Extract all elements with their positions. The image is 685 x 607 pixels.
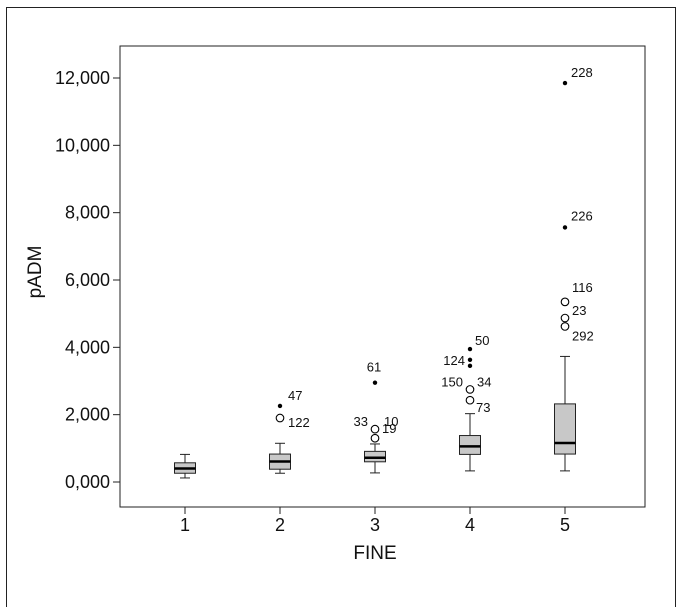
outlier-label: 228 bbox=[571, 65, 593, 80]
x-tick-label: 3 bbox=[370, 515, 380, 535]
extreme-outlier-point bbox=[467, 346, 473, 352]
y-tick-label: 0,000 bbox=[65, 472, 110, 492]
outlier-label: 23 bbox=[572, 303, 586, 318]
extreme-outlier-point bbox=[467, 357, 473, 362]
mild-outlier-point bbox=[275, 413, 285, 423]
outlier-label: 34 bbox=[477, 374, 491, 389]
y-axis: 0,000 2,000 4,000 6,000 8,000 10,000 12,000 bbox=[55, 68, 120, 492]
iqr-box bbox=[554, 403, 576, 455]
mild-outlier-point bbox=[560, 313, 570, 323]
mild-outlier-point bbox=[465, 395, 475, 405]
y-tick-label: 8,000 bbox=[65, 203, 110, 223]
mild-outlier-point bbox=[370, 433, 380, 443]
y-tick-label: 4,000 bbox=[65, 337, 110, 357]
outlier-label: 116 bbox=[572, 280, 593, 295]
box-group-2: 47 122 bbox=[269, 388, 310, 474]
outlier-label: 33 bbox=[354, 414, 368, 429]
outlier-label: 226 bbox=[571, 208, 593, 223]
extreme-outlier-point bbox=[467, 363, 473, 369]
x-axis-title: FINE bbox=[353, 543, 396, 564]
x-tick-label: 2 bbox=[275, 515, 285, 535]
mild-outlier-point bbox=[560, 322, 570, 331]
mild-outlier-point bbox=[560, 297, 570, 307]
y-tick-label: 12,000 bbox=[55, 68, 110, 88]
y-tick-label: 2,000 bbox=[65, 405, 110, 425]
box-group-4: 50 124 150 34 73 bbox=[441, 333, 491, 472]
mild-outlier-point bbox=[370, 424, 380, 434]
outlier-label: 61 bbox=[367, 360, 381, 375]
x-tick-label: 1 bbox=[180, 515, 190, 535]
outlier-label: 47 bbox=[288, 388, 302, 403]
outlier-label: 124 bbox=[443, 353, 465, 368]
x-tick-label: 4 bbox=[465, 515, 475, 535]
x-tick-label: 5 bbox=[560, 515, 570, 535]
box-group-5: 228 226 116 23 292 bbox=[554, 65, 594, 472]
y-tick-label: 6,000 bbox=[65, 270, 110, 290]
plot-area bbox=[119, 45, 646, 508]
extreme-outlier-point bbox=[562, 80, 568, 86]
outlier-label: 19 bbox=[382, 421, 396, 436]
outlier-label: 73 bbox=[476, 400, 490, 415]
outlier-label: 292 bbox=[572, 328, 594, 343]
outlier-label: 50 bbox=[475, 333, 489, 348]
outlier-label: 10 bbox=[384, 414, 398, 429]
extreme-outlier-point bbox=[562, 225, 568, 230]
box-group-1 bbox=[174, 453, 196, 479]
outlier-label: 150 bbox=[441, 374, 463, 389]
outlier-label: 122 bbox=[288, 415, 310, 430]
y-axis-title: pADM bbox=[25, 246, 46, 299]
extreme-outlier-point bbox=[372, 380, 378, 385]
extreme-outlier-point bbox=[277, 403, 283, 409]
mild-outlier-point bbox=[465, 385, 475, 394]
iqr-box bbox=[459, 435, 481, 455]
x-axis: 1 2 3 4 5 bbox=[180, 507, 570, 535]
y-tick-label: 10,000 bbox=[55, 135, 110, 155]
